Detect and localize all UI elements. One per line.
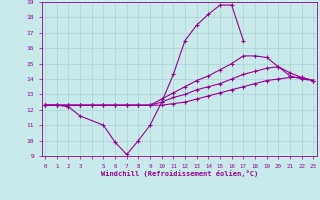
X-axis label: Windchill (Refroidissement éolien,°C): Windchill (Refroidissement éolien,°C): [100, 170, 258, 177]
